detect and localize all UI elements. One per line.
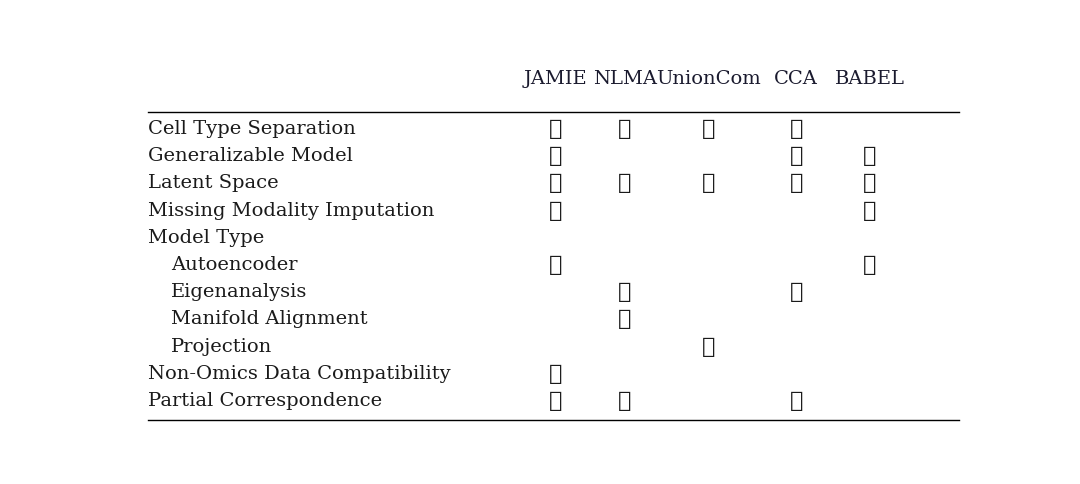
Text: ✓: ✓ — [702, 335, 715, 358]
Text: ✓: ✓ — [863, 199, 877, 222]
Text: ✓: ✓ — [789, 390, 802, 412]
Text: Autoencoder: Autoencoder — [171, 256, 297, 274]
Text: ✓: ✓ — [702, 118, 715, 140]
Text: Cell Type Separation: Cell Type Separation — [148, 120, 355, 138]
Text: ✓: ✓ — [549, 118, 562, 140]
Text: ✓: ✓ — [618, 281, 632, 303]
Text: ✓: ✓ — [789, 172, 802, 194]
Text: ✓: ✓ — [549, 199, 562, 222]
Text: Manifold Alignment: Manifold Alignment — [171, 310, 367, 328]
Text: ✓: ✓ — [618, 172, 632, 194]
Text: Model Type: Model Type — [148, 229, 264, 247]
Text: ✓: ✓ — [618, 118, 632, 140]
Text: UnionCom: UnionCom — [656, 70, 760, 88]
Text: ✓: ✓ — [789, 281, 802, 303]
Text: ✓: ✓ — [789, 118, 802, 140]
Text: JAMIE: JAMIE — [524, 70, 588, 88]
Text: Latent Space: Latent Space — [148, 174, 279, 192]
Text: Eigenanalysis: Eigenanalysis — [171, 283, 308, 301]
Text: ✓: ✓ — [549, 363, 562, 385]
Text: ✓: ✓ — [549, 254, 562, 276]
Text: ✓: ✓ — [549, 172, 562, 194]
Text: BABEL: BABEL — [835, 70, 905, 88]
Text: ✓: ✓ — [618, 390, 632, 412]
Text: Partial Correspondence: Partial Correspondence — [148, 392, 381, 410]
Text: ✓: ✓ — [789, 145, 802, 167]
Text: ✓: ✓ — [549, 145, 562, 167]
Text: ✓: ✓ — [863, 254, 877, 276]
Text: Generalizable Model: Generalizable Model — [148, 147, 352, 165]
Text: ✓: ✓ — [702, 172, 715, 194]
Text: Projection: Projection — [171, 337, 272, 356]
Text: ✓: ✓ — [549, 390, 562, 412]
Text: CCA: CCA — [774, 70, 819, 88]
Text: ✓: ✓ — [863, 172, 877, 194]
Text: NLMA: NLMA — [593, 70, 657, 88]
Text: Missing Modality Imputation: Missing Modality Imputation — [148, 201, 434, 220]
Text: Non-Omics Data Compatibility: Non-Omics Data Compatibility — [148, 365, 450, 383]
Text: ✓: ✓ — [618, 308, 632, 330]
Text: ✓: ✓ — [863, 145, 877, 167]
